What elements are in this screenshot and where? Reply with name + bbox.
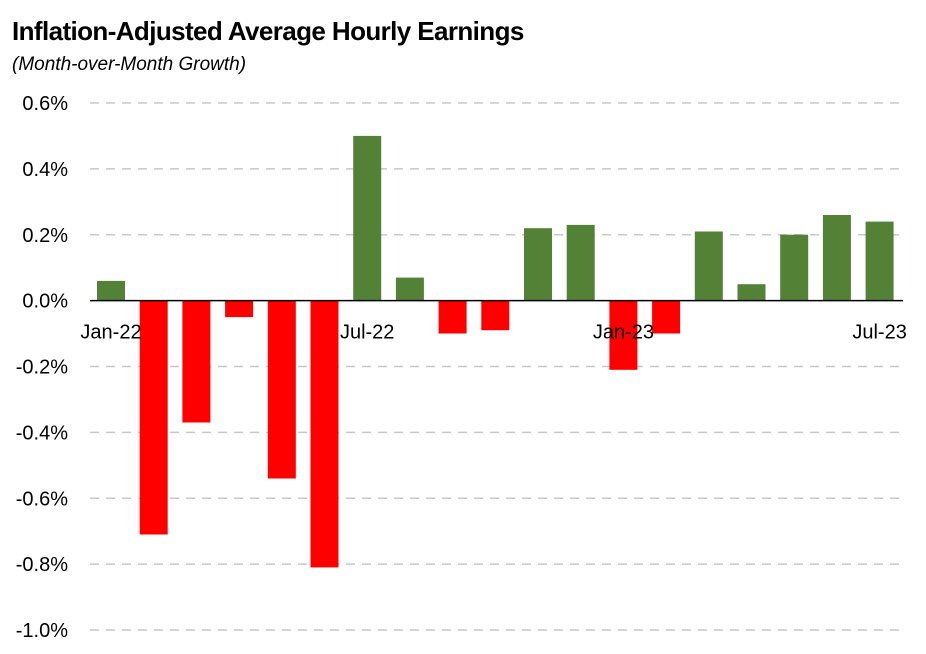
bar-may-23	[780, 234, 809, 301]
bar-jul-23	[865, 221, 894, 301]
x-axis-labels: Jan-22 Jul-22 Jan-23 Jul-23	[80, 322, 906, 344]
x-tick-label: Jan-23	[593, 322, 654, 344]
bar-aug-22	[395, 277, 424, 301]
bar-feb-23	[652, 300, 681, 334]
bar-sep-22	[438, 300, 467, 334]
bar-jun-23	[822, 215, 851, 301]
bar-apr-23	[737, 284, 766, 301]
y-tick-label: -1.0%	[16, 620, 68, 642]
bar-mar-23	[694, 231, 723, 301]
bar-nov-22	[524, 228, 552, 301]
bar-jan-22	[97, 280, 125, 301]
x-tick-label: Jan-22	[80, 322, 141, 344]
bar-jun-22	[310, 300, 339, 568]
y-tick-label: -0.6%	[16, 488, 68, 510]
y-tick-label: 0.4%	[22, 159, 68, 181]
y-tick-label: -0.4%	[16, 422, 68, 444]
bar-mar-22	[182, 300, 211, 423]
y-tick-label: 0.6%	[22, 93, 68, 115]
gridlines	[90, 102, 903, 631]
x-tick-label: Jul-22	[340, 322, 394, 344]
chart-title: Inflation-Adjusted Average Hourly Earnin…	[12, 16, 524, 46]
y-tick-label: -0.2%	[16, 357, 68, 379]
chart-subtitle: (Month-over-Month Growth)	[12, 54, 247, 75]
bar-jul-22	[353, 135, 382, 301]
y-tick-label: 0.0%	[22, 291, 68, 313]
bar-jan-23	[609, 300, 638, 370]
y-axis-labels: 0.6% 0.4% 0.2% 0.0% -0.2% -0.4% -0.6% -0.8% -1.0…	[16, 93, 68, 642]
bar-oct-22	[481, 300, 510, 331]
x-tick-label: Jul-23	[852, 322, 906, 344]
bar-dec-22	[566, 224, 595, 301]
y-tick-label: -0.8%	[16, 554, 68, 576]
bar-apr-22	[225, 300, 254, 318]
y-tick-label: 0.2%	[22, 225, 68, 247]
bars	[97, 135, 894, 568]
bar-feb-22	[139, 300, 168, 535]
bar-may-22	[267, 300, 296, 479]
